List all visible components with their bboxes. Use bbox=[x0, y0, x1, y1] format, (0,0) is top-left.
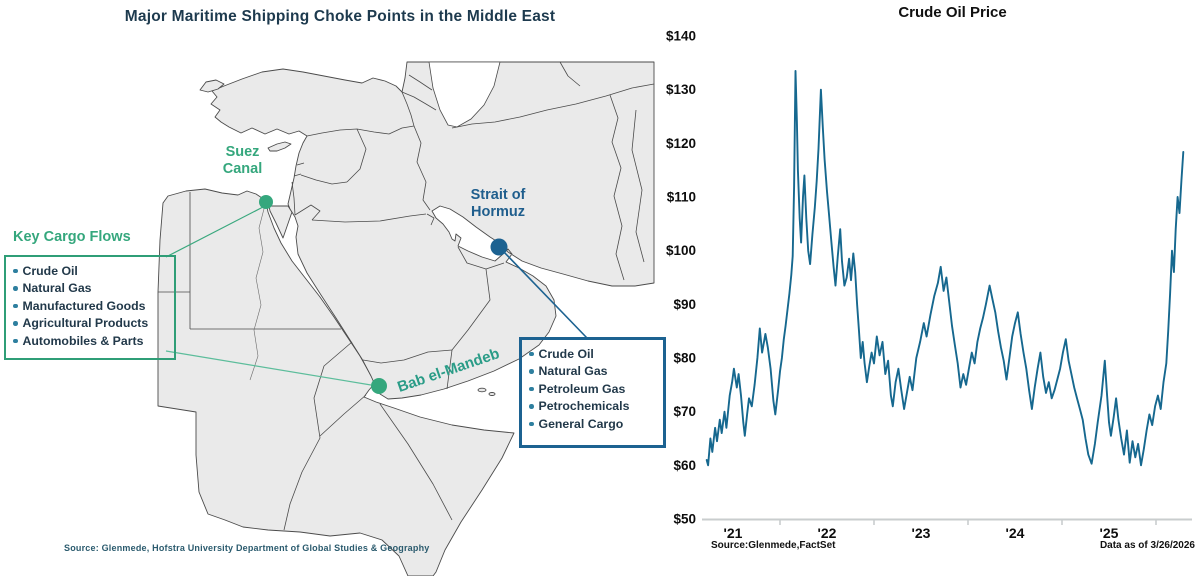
cargo-item-label: Manufactured Goods bbox=[22, 298, 146, 313]
suez-canal-label: Suez Canal bbox=[222, 144, 263, 177]
cargo-item-label: Petroleum Gas bbox=[538, 381, 626, 396]
strait-of-hormuz-label: Strait of Hormuz bbox=[470, 187, 526, 220]
svg-text:$90: $90 bbox=[673, 297, 696, 312]
chart-source-note: Source:Glenmede,FactSet bbox=[711, 540, 836, 551]
bab-el-mandeb-marker[interactable] bbox=[371, 378, 387, 394]
svg-text:$70: $70 bbox=[673, 404, 696, 419]
bullet-icon bbox=[529, 421, 534, 426]
list-item: Manufactured Goods bbox=[12, 297, 170, 315]
chart-title: Crude Oil Price bbox=[898, 4, 1007, 21]
cargo-item-label: Automobiles & Parts bbox=[22, 333, 144, 348]
svg-text:'25: '25 bbox=[1100, 525, 1119, 541]
suez-connector-line bbox=[165, 206, 264, 258]
cargo-item-label: General Cargo bbox=[538, 416, 624, 431]
svg-text:$140: $140 bbox=[666, 29, 696, 44]
cargo-item-label: Crude Oil bbox=[22, 263, 78, 278]
caspian-sea bbox=[428, 61, 501, 128]
bullet-icon bbox=[529, 404, 534, 409]
list-item: Natural Gas bbox=[12, 280, 170, 298]
aden-island-2 bbox=[488, 392, 496, 396]
hormuz-connector-line bbox=[501, 249, 588, 339]
cargo-item-label: Crude Oil bbox=[538, 346, 594, 361]
list-item: Petrochemicals bbox=[528, 398, 659, 416]
country-borders bbox=[158, 61, 655, 531]
turkey-europe bbox=[199, 79, 225, 93]
list-item: Crude Oil bbox=[12, 262, 170, 280]
cargo-item-label: Natural Gas bbox=[538, 364, 608, 379]
svg-text:'23: '23 bbox=[912, 525, 931, 541]
svg-text:$60: $60 bbox=[673, 458, 696, 473]
bullet-icon bbox=[13, 321, 18, 326]
svg-text:$50: $50 bbox=[673, 512, 696, 527]
chart-data-as-of-note: Data as of 3/26/2026 bbox=[1099, 540, 1195, 551]
sinai-peninsula bbox=[268, 205, 293, 239]
svg-text:'24: '24 bbox=[1006, 525, 1025, 541]
chart-axis bbox=[702, 518, 1192, 526]
hormuz-cargo-box: Crude Oil Natural Gas Petroleum Gas Petr… bbox=[519, 337, 666, 448]
key-cargo-flows-title: Key Cargo Flows bbox=[13, 229, 131, 245]
svg-text:$110: $110 bbox=[667, 190, 696, 205]
svg-text:'21: '21 bbox=[724, 525, 743, 541]
svg-text:$120: $120 bbox=[666, 136, 696, 151]
list-item: Automobiles & Parts bbox=[12, 332, 170, 350]
bullet-icon bbox=[13, 286, 18, 291]
crude-oil-price-line bbox=[705, 69, 1185, 467]
bullet-icon bbox=[529, 369, 534, 374]
key-cargo-flows-box: Crude Oil Natural Gas Manufactured Goods… bbox=[4, 255, 176, 360]
list-item: Natural Gas bbox=[528, 363, 659, 381]
list-item: Crude Oil bbox=[528, 345, 659, 363]
svg-text:$100: $100 bbox=[666, 243, 696, 258]
svg-text:$80: $80 bbox=[673, 351, 696, 366]
bullet-icon bbox=[13, 338, 18, 343]
aden-island bbox=[477, 387, 487, 393]
bullet-icon bbox=[529, 386, 534, 391]
suez-canal-marker[interactable] bbox=[259, 195, 273, 209]
chart-axis-labels: $50 $60 $70 $80 $90 $100 $110 $120 $130 $140 '21 '2… bbox=[666, 29, 1119, 542]
cargo-item-label: Petrochemicals bbox=[538, 399, 630, 414]
strait-of-hormuz-marker[interactable] bbox=[490, 238, 508, 256]
cargo-item-label: Natural Gas bbox=[22, 281, 92, 296]
list-item: Agricultural Products bbox=[12, 315, 170, 333]
list-item: Petroleum Gas bbox=[528, 380, 659, 398]
cargo-item-label: Agricultural Products bbox=[22, 316, 149, 331]
bullet-icon bbox=[13, 303, 18, 308]
map-source-note: Source: Glenmede, Hofstra University Dep… bbox=[64, 543, 430, 553]
bullet-icon bbox=[529, 351, 534, 356]
map-title: Major Maritime Shipping Choke Points in … bbox=[124, 8, 556, 25]
bab-connector-line bbox=[165, 350, 372, 386]
cyprus-island bbox=[267, 141, 292, 152]
svg-text:$130: $130 bbox=[666, 82, 696, 97]
svg-text:'22: '22 bbox=[818, 525, 837, 541]
bullet-icon bbox=[13, 268, 18, 273]
asia-landmass bbox=[210, 61, 655, 400]
list-item: General Cargo bbox=[528, 415, 659, 433]
